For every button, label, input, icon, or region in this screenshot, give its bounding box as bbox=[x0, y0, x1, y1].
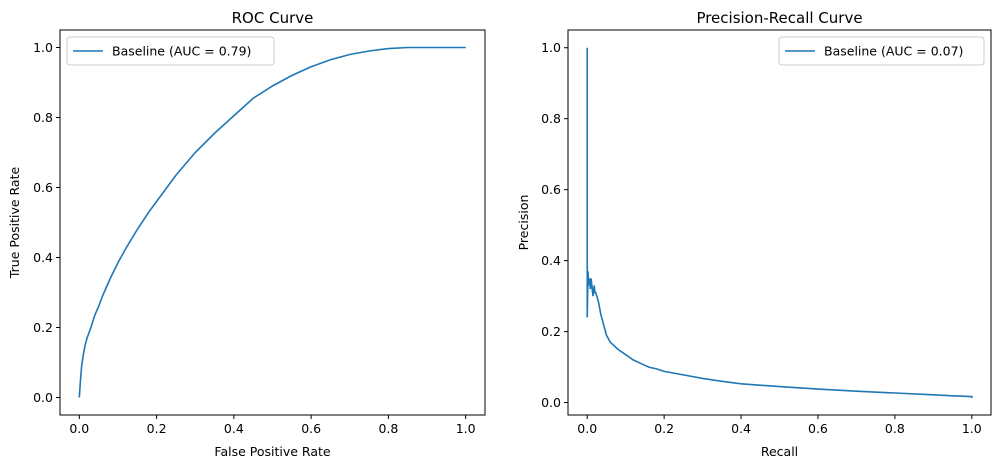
roc-x-tick-label: 0.6 bbox=[301, 421, 321, 436]
roc-curve-line bbox=[78, 46, 466, 398]
roc-x-tick-label: 1.0 bbox=[456, 421, 476, 436]
roc-x-tick-label: 0.8 bbox=[378, 421, 398, 436]
pr-y-tick-label: 0.4 bbox=[541, 253, 561, 268]
pr-x-tick-label: 0.2 bbox=[654, 421, 674, 436]
roc-y-tick-label: 0.2 bbox=[33, 320, 53, 335]
roc-y-axis-label: True Positive Rate bbox=[7, 167, 22, 280]
roc-y-tick-label: 0.0 bbox=[33, 390, 53, 405]
pr-y-tick-label: 0.0 bbox=[541, 395, 561, 410]
roc-legend-label: Baseline (AUC = 0.79) bbox=[112, 44, 251, 59]
roc-y-tick-label: 0.8 bbox=[33, 110, 53, 125]
roc-y-tick-label: 0.6 bbox=[33, 180, 53, 195]
roc-y-tick-label: 0.4 bbox=[33, 250, 53, 265]
roc-x-axis-label: False Positive Rate bbox=[214, 444, 330, 459]
roc-legend-box bbox=[66, 36, 275, 66]
pr-x-tick-label: 0.0 bbox=[577, 421, 597, 436]
pr-y-tick-label: 0.6 bbox=[541, 182, 561, 197]
pr-title: Precision-Recall Curve bbox=[696, 9, 862, 27]
pr-legend-box bbox=[778, 36, 985, 66]
pr-y-tick-label: 0.8 bbox=[541, 111, 561, 126]
roc-title: ROC Curve bbox=[232, 9, 314, 27]
roc-ticks: 0.0 0.2 0.4 0.6 0.8 1.0 0.0 0.2 0.4 0.6 0.8 1.0 bbox=[33, 40, 476, 436]
pr-legend-label: Baseline (AUC = 0.07) bbox=[824, 44, 963, 59]
pr-curve-line bbox=[586, 47, 973, 398]
pr-x-tick-label: 0.4 bbox=[731, 421, 751, 436]
pr-y-axis-label: Precision bbox=[516, 195, 531, 251]
pr-legend: Baseline (AUC = 0.07) bbox=[778, 36, 985, 66]
roc-x-tick-label: 0.0 bbox=[69, 421, 89, 436]
roc-y-tick-label: 1.0 bbox=[33, 40, 53, 55]
roc-chart: ROC Curve False Positive Rate True Posit… bbox=[7, 9, 486, 459]
pr-plot-area bbox=[567, 29, 992, 416]
roc-x-tick-label: 0.2 bbox=[147, 421, 167, 436]
pr-y-tick-label: 0.2 bbox=[541, 324, 561, 339]
pr-chart: Precision-Recall Curve Recall Precision … bbox=[516, 9, 992, 459]
pr-x-tick-label: 1.0 bbox=[962, 421, 982, 436]
pr-x-axis-label: Recall bbox=[761, 444, 798, 459]
roc-plot-area bbox=[59, 29, 486, 416]
roc-legend: Baseline (AUC = 0.79) bbox=[66, 36, 275, 66]
pr-x-tick-label: 0.8 bbox=[885, 421, 905, 436]
pr-y-tick-label: 1.0 bbox=[541, 40, 561, 55]
pr-ticks: 0.0 0.2 0.4 0.6 0.8 1.0 0.0 0.2 0.4 0.6 0.8 1.0 bbox=[541, 40, 982, 436]
pr-x-tick-label: 0.6 bbox=[808, 421, 828, 436]
roc-x-tick-label: 0.4 bbox=[224, 421, 244, 436]
